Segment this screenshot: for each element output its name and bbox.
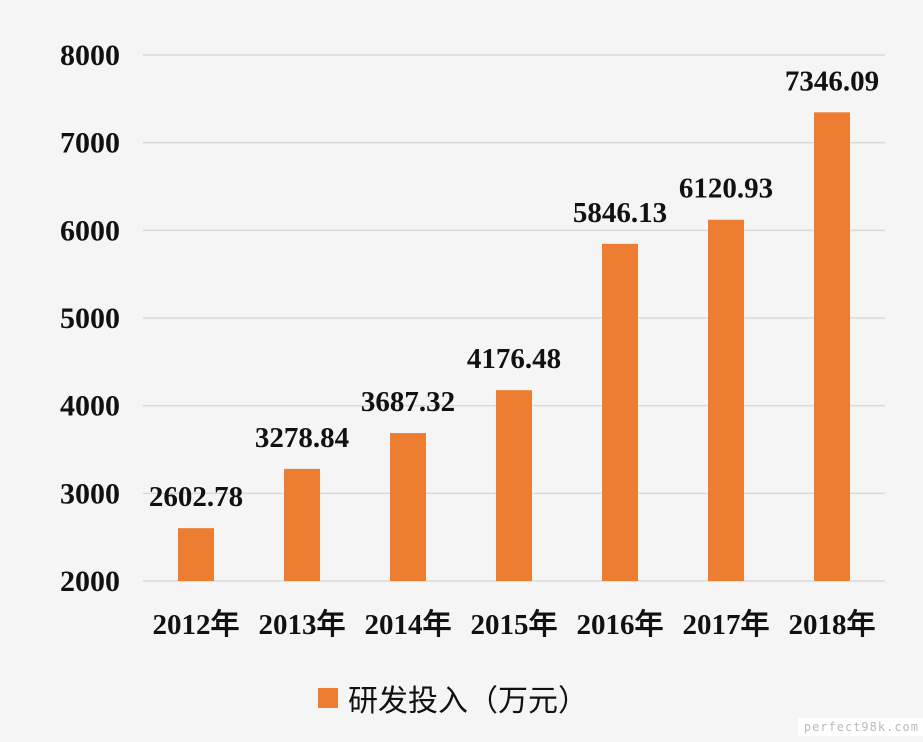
legend: 研发投入（万元） xyxy=(318,676,588,720)
y-tick-label: 2000 xyxy=(60,565,120,598)
data-label: 6120.93 xyxy=(679,173,773,205)
y-tick-label: 4000 xyxy=(60,390,120,423)
x-tick-label: 2012年 xyxy=(152,607,239,641)
x-tick-label: 2013年 xyxy=(258,607,345,641)
y-tick-label: 5000 xyxy=(60,302,120,335)
bar xyxy=(708,219,744,581)
x-tick-label: 2017年 xyxy=(682,607,769,641)
legend-swatch-icon xyxy=(318,688,338,708)
data-label: 2602.78 xyxy=(149,481,243,513)
x-tick-label: 2015年 xyxy=(470,607,557,641)
watermark-text: perfect98k.com xyxy=(797,718,923,736)
x-tick-label: 2016年 xyxy=(576,607,663,641)
y-tick-label: 6000 xyxy=(60,214,120,247)
bars xyxy=(178,112,850,581)
x-axis-ticks: 2012年 2013年 2014年 2015年 2016年 2017年 2018年 xyxy=(152,607,875,641)
data-label: 4176.48 xyxy=(467,343,561,375)
legend-label: 研发投入（万元） xyxy=(348,684,588,719)
bar-chart: 2000 3000 4000 5000 6000 7000 8000 2602.78 3278… xyxy=(60,39,885,641)
y-tick-label: 7000 xyxy=(60,127,120,160)
x-tick-label: 2014年 xyxy=(364,607,451,641)
data-label: 7346.09 xyxy=(785,65,879,97)
bar xyxy=(814,112,850,581)
bar xyxy=(602,243,638,581)
bar xyxy=(496,390,532,581)
value-labels: 2602.78 3278.84 3687.32 4176.48 5846.13 6120.… xyxy=(149,65,879,513)
data-label: 3687.32 xyxy=(361,386,455,418)
x-tick-label: 2018年 xyxy=(788,607,875,641)
data-label: 3278.84 xyxy=(255,422,349,454)
data-label: 5846.13 xyxy=(573,197,667,229)
y-axis-ticks: 2000 3000 4000 5000 6000 7000 8000 xyxy=(60,39,120,598)
bar xyxy=(284,468,320,581)
y-tick-label: 3000 xyxy=(60,477,120,510)
bar xyxy=(178,528,214,581)
y-tick-label: 8000 xyxy=(60,39,120,72)
bar xyxy=(390,433,426,581)
